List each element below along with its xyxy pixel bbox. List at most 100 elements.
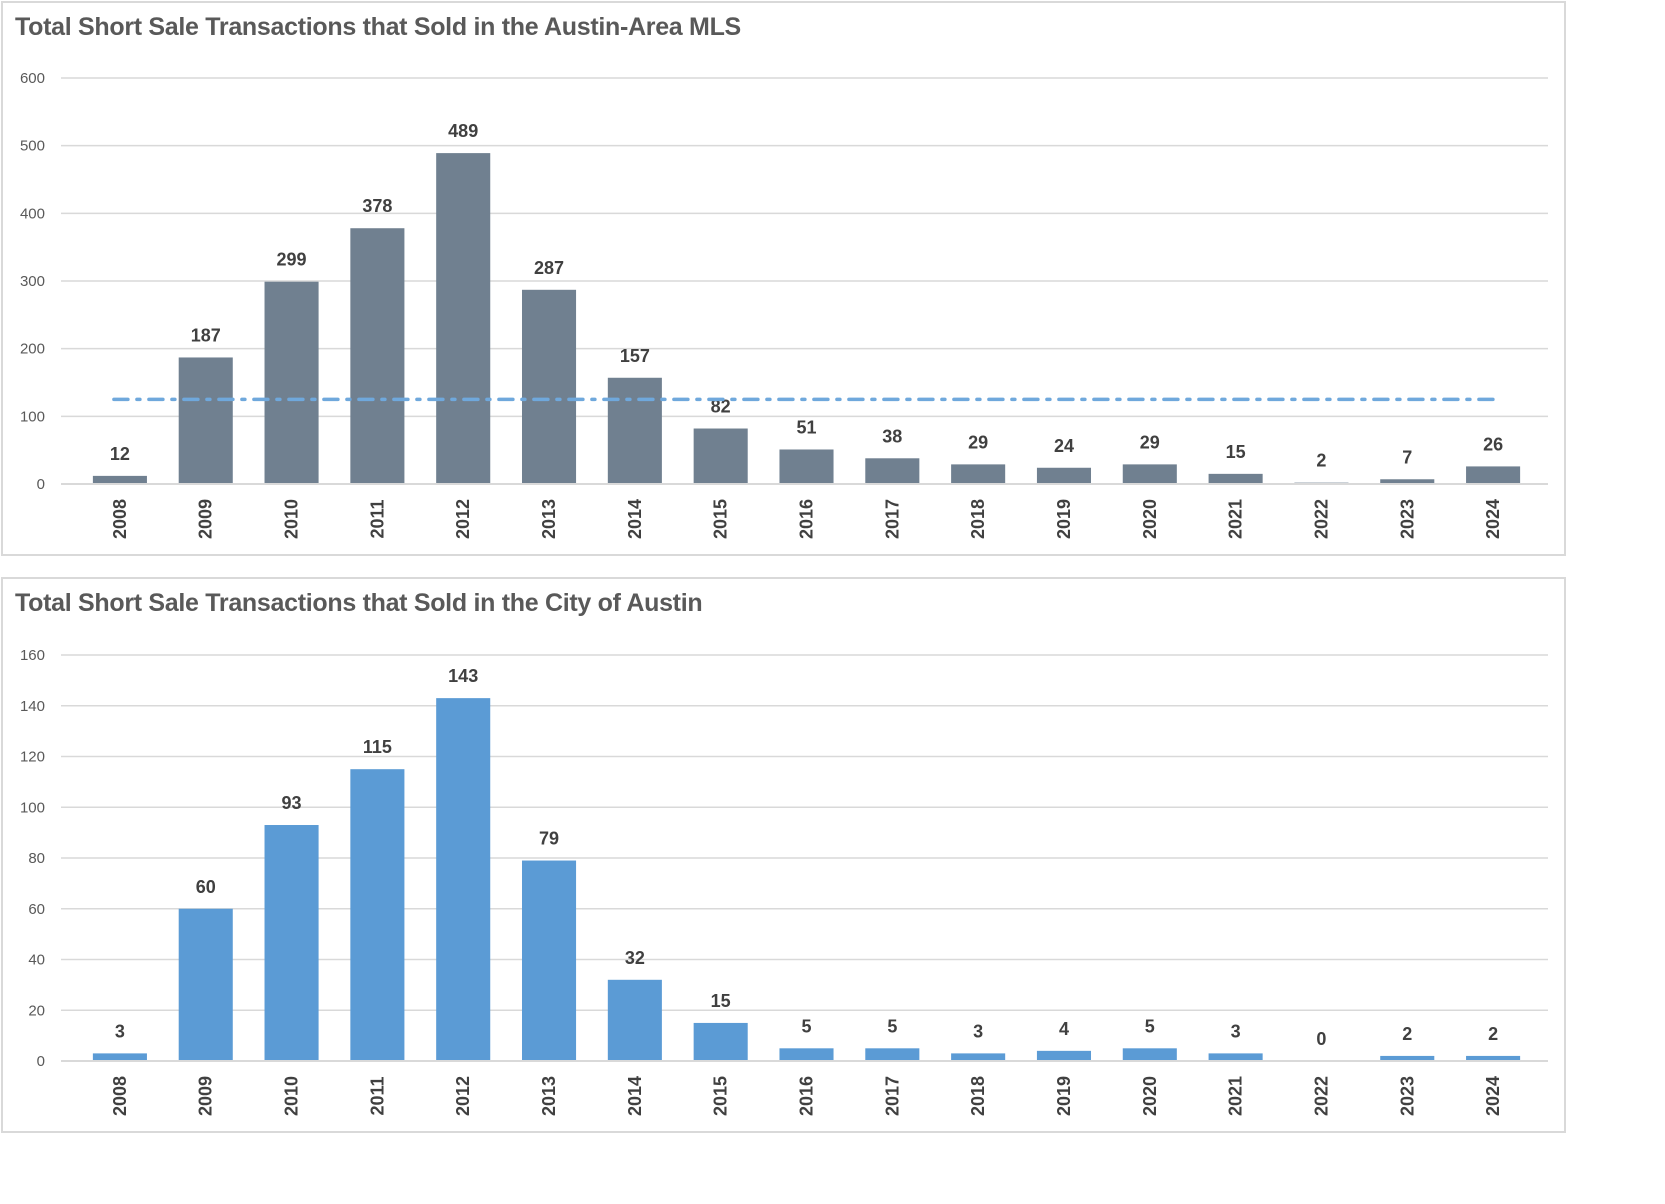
data-label: 0	[1316, 1029, 1326, 1049]
data-label: 2	[1488, 1024, 1498, 1044]
bar-2018	[951, 464, 1006, 484]
bar-2010	[264, 281, 319, 484]
y-tick-label: 80	[28, 850, 45, 867]
y-tick-label: 120	[20, 749, 45, 766]
bar-2017	[865, 1048, 920, 1061]
bar-2009	[178, 357, 233, 484]
data-label: 187	[191, 325, 221, 345]
bar-2020	[1122, 1048, 1177, 1061]
bar-2012	[436, 698, 491, 1061]
bar-2021	[1208, 1053, 1263, 1061]
data-label: 4	[1059, 1019, 1069, 1039]
bar-2010	[264, 825, 319, 1061]
bar-2009	[178, 908, 233, 1061]
x-tick-label: 2018	[968, 499, 988, 539]
x-tick-label: 2022	[1311, 1076, 1331, 1116]
y-tick-label: 500	[20, 138, 45, 155]
x-tick-label: 2016	[797, 1076, 817, 1116]
data-label: 143	[448, 666, 478, 686]
x-tick-label: 2010	[282, 499, 302, 539]
data-label: 299	[277, 250, 307, 270]
x-tick-label: 2019	[1054, 1076, 1074, 1116]
bar-2023	[1380, 479, 1435, 484]
x-tick-label: 2016	[797, 499, 817, 539]
x-tick-label: 2014	[625, 499, 645, 539]
x-tick-label: 2011	[367, 499, 387, 538]
bar-2014	[607, 377, 662, 484]
y-tick-label: 0	[37, 1053, 45, 1070]
bar-2017	[865, 458, 920, 484]
data-label: 60	[196, 877, 216, 897]
x-tick-label: 2020	[1140, 1076, 1160, 1116]
data-label: 32	[625, 948, 645, 968]
y-tick-label: 40	[28, 952, 45, 969]
x-tick-label: 2009	[196, 499, 216, 539]
y-tick-label: 140	[20, 698, 45, 715]
y-tick-label: 100	[20, 408, 45, 425]
data-label: 26	[1483, 434, 1503, 454]
y-tick-label: 20	[28, 1002, 45, 1019]
y-tick-label: 400	[20, 205, 45, 222]
mls-bar-chart: 0 100 200 300 400 500 600 12 2008 187 2009 299 2010 3…	[20, 70, 1548, 539]
bar-2015	[693, 428, 748, 484]
bar-2021	[1208, 473, 1263, 484]
x-tick-label: 2021	[1226, 499, 1246, 539]
x-tick-label: 2012	[453, 1076, 473, 1116]
y-tick-label: 200	[20, 341, 45, 358]
data-label: 79	[539, 829, 559, 849]
x-tick-label: 2019	[1054, 499, 1074, 539]
bar-2024	[1466, 1055, 1521, 1061]
city-chart-panel: Total Short Sale Transactions that Sold …	[1, 577, 1566, 1133]
x-tick-label: 2011	[367, 1076, 387, 1115]
bar-2011	[350, 769, 405, 1061]
y-tick-label: 60	[28, 901, 45, 918]
data-label: 38	[882, 426, 902, 446]
data-label: 115	[363, 737, 392, 757]
bar-2014	[607, 979, 662, 1061]
mls-chart-panel: Total Short Sale Transactions that Sold …	[1, 1, 1566, 556]
y-tick-label: 160	[20, 647, 45, 664]
bar-2012	[436, 153, 491, 485]
data-label: 5	[801, 1016, 811, 1036]
x-tick-label: 2008	[110, 1076, 130, 1116]
x-tick-label: 2014	[625, 1076, 645, 1116]
bar-2019	[1036, 1050, 1092, 1061]
bar-2008	[92, 1053, 147, 1061]
data-label: 15	[1226, 442, 1246, 462]
data-label: 93	[282, 793, 302, 813]
data-label: 157	[620, 346, 650, 366]
data-label: 489	[448, 121, 478, 141]
x-tick-label: 2009	[196, 1076, 216, 1116]
y-tick-label: 300	[20, 273, 45, 290]
x-tick-label: 2017	[882, 499, 902, 539]
data-label: 3	[973, 1021, 983, 1041]
bar-2011	[350, 228, 405, 484]
chart-title: Total Short Sale Transactions that Sold …	[15, 589, 703, 617]
bar-2013	[521, 860, 577, 1061]
data-label: 24	[1054, 436, 1074, 456]
data-label: 3	[115, 1021, 125, 1041]
x-tick-label: 2023	[1397, 499, 1417, 539]
bar-2020	[1122, 464, 1177, 484]
x-tick-label: 2021	[1226, 1076, 1246, 1116]
y-tick-label: 600	[20, 70, 45, 87]
x-tick-label: 2013	[539, 1076, 559, 1116]
x-tick-label: 2015	[711, 499, 731, 539]
bar-2016	[779, 1048, 834, 1061]
data-label: 82	[711, 397, 731, 417]
x-tick-label: 2023	[1397, 1076, 1417, 1116]
data-label: 5	[887, 1016, 897, 1036]
data-label: 12	[110, 444, 130, 464]
x-tick-label: 2013	[539, 499, 559, 539]
x-tick-label: 2022	[1311, 499, 1331, 539]
data-label: 7	[1402, 447, 1412, 467]
chart-title: Total Short Sale Transactions that Sold …	[15, 13, 741, 41]
x-tick-label: 2017	[882, 1076, 902, 1116]
bar-2016	[779, 449, 834, 484]
x-tick-label: 2024	[1483, 499, 1503, 539]
data-label: 2	[1316, 451, 1326, 471]
data-label: 287	[534, 258, 564, 278]
data-label: 15	[711, 991, 731, 1011]
x-tick-label: 2018	[968, 1076, 988, 1116]
bar-2013	[521, 289, 577, 484]
